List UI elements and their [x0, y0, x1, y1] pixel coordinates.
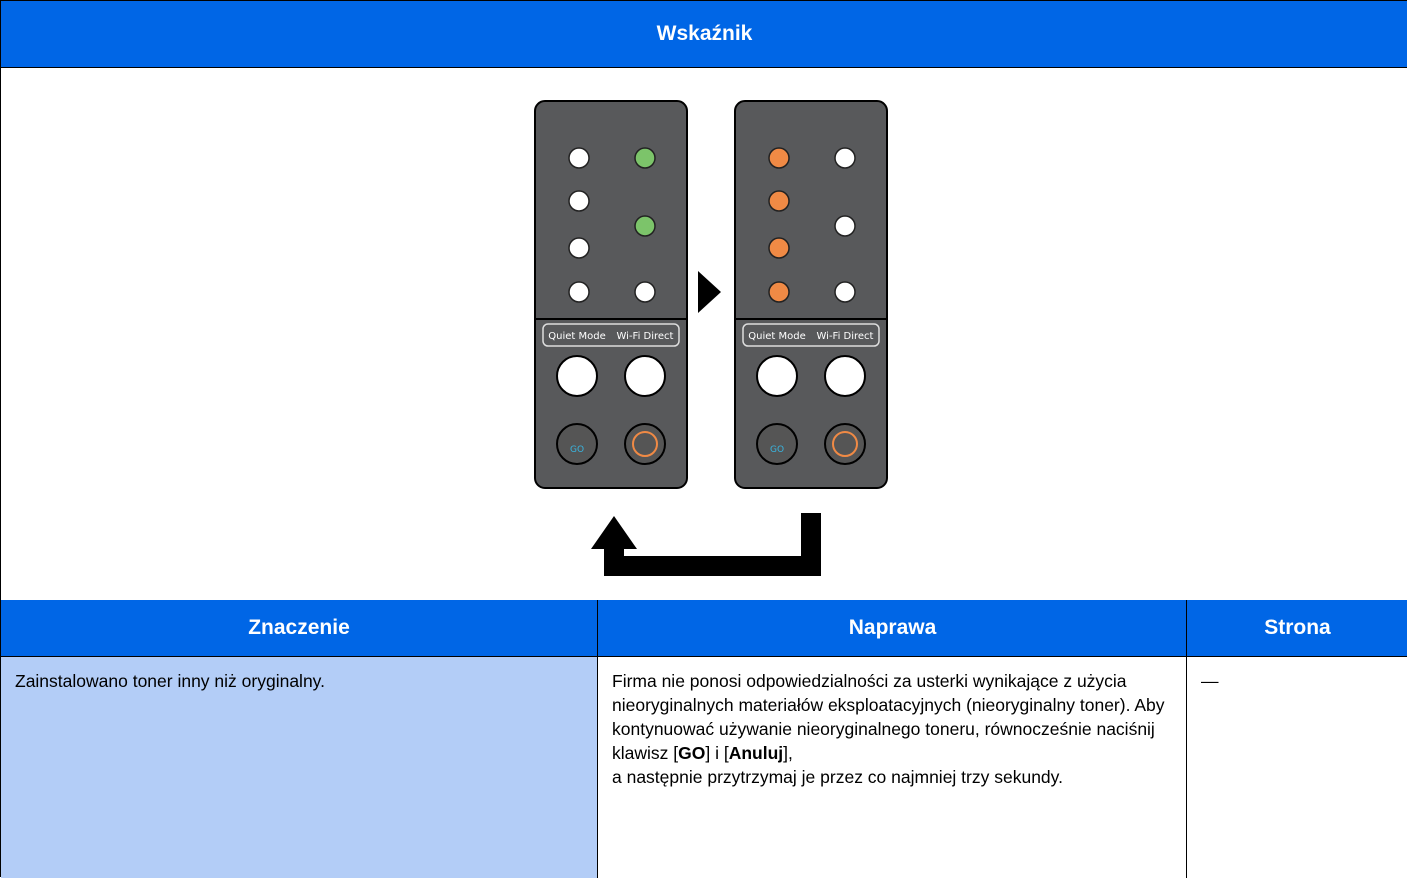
- label-box: [742, 323, 880, 347]
- led: [568, 237, 590, 259]
- go-label: GO: [570, 445, 584, 455]
- led: [634, 281, 656, 303]
- stop-icon: [632, 431, 658, 457]
- key-name: Anuluj: [728, 743, 784, 763]
- led: [768, 190, 790, 212]
- panel-button: [824, 423, 866, 465]
- led: [634, 147, 656, 169]
- column-divider: [597, 600, 598, 878]
- led: [834, 147, 856, 169]
- panel-button: [756, 423, 798, 465]
- row-divider: [1, 656, 1407, 657]
- indicator-illustration: Quiet Mode Wi-Fi Direct GO Quiet Mode Wi-Fi …: [534, 100, 888, 576]
- panel-button: [624, 423, 666, 465]
- page-cell: —: [1201, 671, 1219, 691]
- panel-button: [556, 355, 598, 397]
- led: [768, 237, 790, 259]
- text: ],: [783, 743, 793, 763]
- next-arrow: [698, 271, 721, 313]
- go-label: GO: [770, 445, 784, 455]
- column-header: Znaczenie: [1, 600, 597, 656]
- meaning-cell: Zainstalowano toner inny niż oryginalny.: [1, 657, 597, 878]
- control-panel: [734, 100, 888, 489]
- led: [634, 215, 656, 237]
- led: [834, 281, 856, 303]
- table-title: Wskaźnik: [1, 1, 1407, 68]
- key-name: GO: [678, 743, 706, 763]
- repair-cell: Firma nie ponosi odpowiedzialności za us…: [598, 657, 1187, 878]
- led: [768, 147, 790, 169]
- led: [568, 147, 590, 169]
- panel-button: [756, 355, 798, 397]
- button-label: Wi-Fi Direct: [817, 331, 874, 342]
- panel-button: [556, 423, 598, 465]
- text: a następnie przytrzymaj je przez co najm…: [612, 767, 1063, 787]
- control-panel: [534, 100, 688, 489]
- panel-button: [624, 355, 666, 397]
- led: [834, 215, 856, 237]
- stop-icon: [832, 431, 858, 457]
- led: [768, 281, 790, 303]
- label-box: [542, 323, 680, 347]
- button-label: Quiet Mode: [548, 331, 606, 342]
- led: [568, 190, 590, 212]
- button-label: Quiet Mode: [748, 331, 806, 342]
- text: Firma nie ponosi odpowiedzialności za us…: [612, 671, 1165, 763]
- button-label: Wi-Fi Direct: [617, 331, 674, 342]
- column-header: Naprawa: [598, 600, 1187, 656]
- column-divider: [1186, 600, 1187, 878]
- text: ] i [: [705, 743, 729, 763]
- led: [568, 281, 590, 303]
- column-header: Strona: [1187, 600, 1407, 656]
- return-arrow: [591, 513, 821, 576]
- panel-button: [824, 355, 866, 397]
